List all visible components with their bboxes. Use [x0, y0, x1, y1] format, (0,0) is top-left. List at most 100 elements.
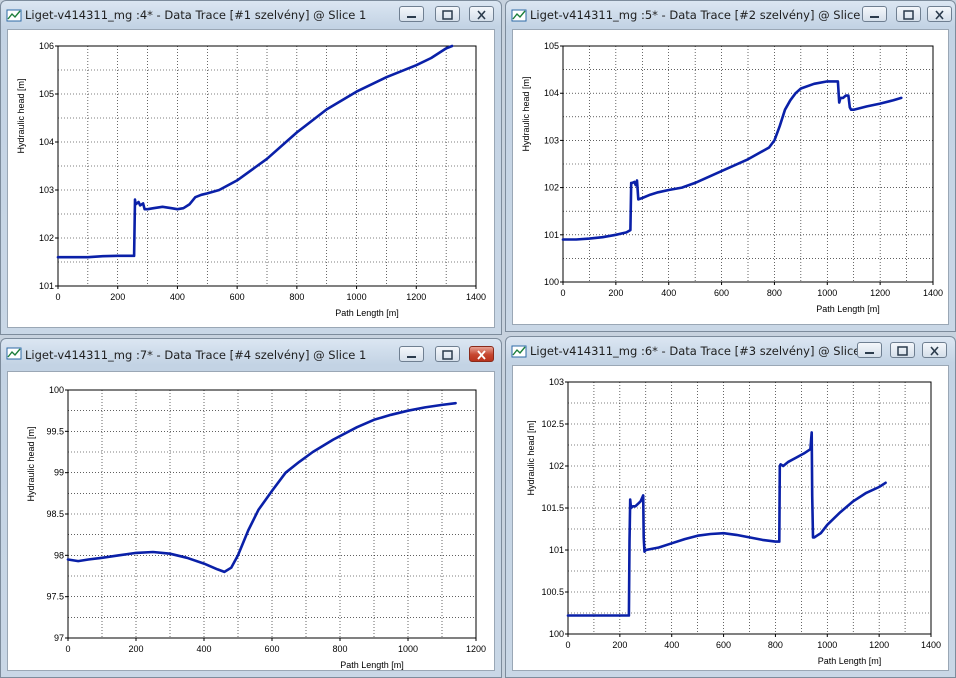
minimize-button[interactable] — [862, 6, 887, 22]
grid-lines — [57, 45, 477, 287]
x-axis-label: Path Length [m] — [818, 656, 882, 666]
maximize-icon — [903, 10, 914, 20]
x-axis-label: Path Length [m] — [340, 660, 404, 670]
minimize-icon — [407, 356, 416, 358]
y-tick-label: 103 — [544, 135, 559, 145]
maximize-button[interactable] — [890, 342, 915, 358]
minimize-icon — [870, 16, 879, 18]
y-axis-label: Hydraulic head [m] — [26, 426, 36, 501]
window-titlebar[interactable]: Liget-v414311_mg :7* - Data Trace [#4 sz… — [1, 339, 501, 367]
x-tick-label: 800 — [767, 288, 782, 298]
x-tick-label: 600 — [230, 292, 245, 302]
maximize-button[interactable] — [896, 6, 921, 22]
close-button[interactable] — [927, 6, 952, 22]
y-tick-label: 99.5 — [46, 426, 64, 436]
y-tick-label: 97.5 — [46, 592, 64, 602]
minimize-button[interactable] — [857, 342, 882, 358]
y-tick-label: 105 — [544, 41, 559, 51]
data-series-line — [566, 431, 887, 617]
x-tick-label: 600 — [264, 644, 279, 654]
y-tick-label: 106 — [39, 41, 54, 51]
x-tick-label: 1000 — [347, 292, 367, 302]
y-tick-label: 102 — [39, 233, 54, 243]
minimize-icon — [407, 16, 416, 18]
y-tick-label: 101 — [549, 545, 564, 555]
x-tick-label: 400 — [664, 640, 679, 650]
x-tick-label: 1400 — [921, 640, 941, 650]
data-trace-window-1[interactable]: Liget-v414311_mg :4* - Data Trace [#1 sz… — [0, 0, 502, 335]
y-axis-label: Hydraulic head [m] — [526, 420, 536, 495]
maximize-icon — [442, 10, 453, 20]
y-tick-label: 104 — [544, 88, 559, 98]
x-tick-label: 1000 — [817, 288, 837, 298]
app-icon — [511, 9, 527, 22]
x-tick-label: 200 — [612, 640, 627, 650]
close-button[interactable] — [922, 342, 947, 358]
y-tick-label: 98.5 — [46, 509, 64, 519]
app-icon — [511, 345, 527, 358]
y-tick-label: 100 — [49, 385, 64, 395]
maximize-icon — [442, 350, 453, 360]
grid-lines — [562, 45, 934, 283]
x-tick-label: 200 — [128, 644, 143, 654]
line-chart: 0 200 400 600 800 1000 1200 97 97.5 98 98.5 99 99.5 1… — [26, 385, 486, 670]
app-icon — [6, 9, 22, 22]
maximize-button[interactable] — [435, 346, 460, 362]
data-trace-window-3[interactable]: Liget-v414311_mg :6* - Data Trace [#3 sz… — [505, 336, 956, 678]
y-tick-label: 101 — [39, 281, 54, 291]
y-tick-label: 101.5 — [541, 503, 564, 513]
x-tick-label: 600 — [716, 640, 731, 650]
data-series-line — [56, 44, 454, 259]
y-tick-label: 105 — [39, 89, 54, 99]
grid-lines — [567, 381, 932, 635]
x-axis-label: Path Length [m] — [816, 304, 880, 314]
close-icon — [935, 10, 944, 20]
x-tick-label: 0 — [55, 292, 60, 302]
window-titlebar[interactable]: Liget-v414311_mg :6* - Data Trace [#3 sz… — [506, 337, 955, 365]
chart-area: 0 200 400 600 800 1000 1200 1400 101 102 103 104 105… — [7, 29, 495, 328]
y-tick-label: 99 — [54, 468, 64, 478]
y-axis-label: Hydraulic head [m] — [521, 76, 531, 151]
x-tick-label: 1200 — [869, 640, 889, 650]
x-tick-label: 1000 — [817, 640, 837, 650]
maximize-button[interactable] — [435, 6, 460, 22]
x-tick-label: 0 — [560, 288, 565, 298]
y-tick-label: 103 — [549, 377, 564, 387]
minimize-button[interactable] — [399, 346, 424, 362]
y-tick-label: 98 — [54, 550, 64, 560]
close-button[interactable] — [469, 346, 494, 362]
app-icon — [6, 347, 22, 360]
window-title: Liget-v414311_mg :4* - Data Trace [#1 sz… — [25, 8, 367, 22]
y-tick-label: 100 — [544, 277, 559, 287]
x-axis-label: Path Length [m] — [335, 308, 399, 318]
x-tick-label: 400 — [170, 292, 185, 302]
y-tick-label: 97 — [54, 633, 64, 643]
x-tick-label: 400 — [661, 288, 676, 298]
x-tick-label: 1200 — [406, 292, 426, 302]
y-tick-label: 102.5 — [541, 419, 564, 429]
maximize-icon — [897, 346, 908, 356]
minimize-button[interactable] — [399, 6, 424, 22]
x-tick-label: 0 — [565, 640, 570, 650]
window-titlebar[interactable]: Liget-v414311_mg :4* - Data Trace [#1 sz… — [1, 1, 501, 29]
data-series-line — [66, 401, 457, 574]
y-tick-label: 100 — [549, 629, 564, 639]
y-tick-label: 101 — [544, 230, 559, 240]
data-trace-window-4[interactable]: Liget-v414311_mg :7* - Data Trace [#4 sz… — [0, 338, 502, 678]
close-button[interactable] — [469, 6, 494, 22]
y-tick-label: 100.5 — [541, 587, 564, 597]
window-titlebar[interactable]: Liget-v414311_mg :5* - Data Trace [#2 sz… — [506, 1, 955, 29]
y-tick-label: 102 — [544, 183, 559, 193]
x-tick-label: 800 — [289, 292, 304, 302]
data-trace-window-2[interactable]: Liget-v414311_mg :5* - Data Trace [#2 sz… — [505, 0, 956, 332]
close-icon — [477, 10, 486, 20]
x-tick-label: 1400 — [923, 288, 943, 298]
chart-area: 0 200 400 600 800 1000 1200 1400 100 101 102 103 104… — [512, 29, 949, 325]
line-chart: 0 200 400 600 800 1000 1200 1400 101 102 103 104 105… — [16, 41, 486, 318]
plot-frame — [57, 45, 477, 287]
x-tick-label: 1200 — [870, 288, 890, 298]
x-tick-label: 400 — [196, 644, 211, 654]
y-tick-label: 104 — [39, 137, 54, 147]
line-chart: 0 200 400 600 800 1000 1200 1400 100 101 102 103 104… — [521, 41, 943, 314]
x-tick-label: 800 — [332, 644, 347, 654]
